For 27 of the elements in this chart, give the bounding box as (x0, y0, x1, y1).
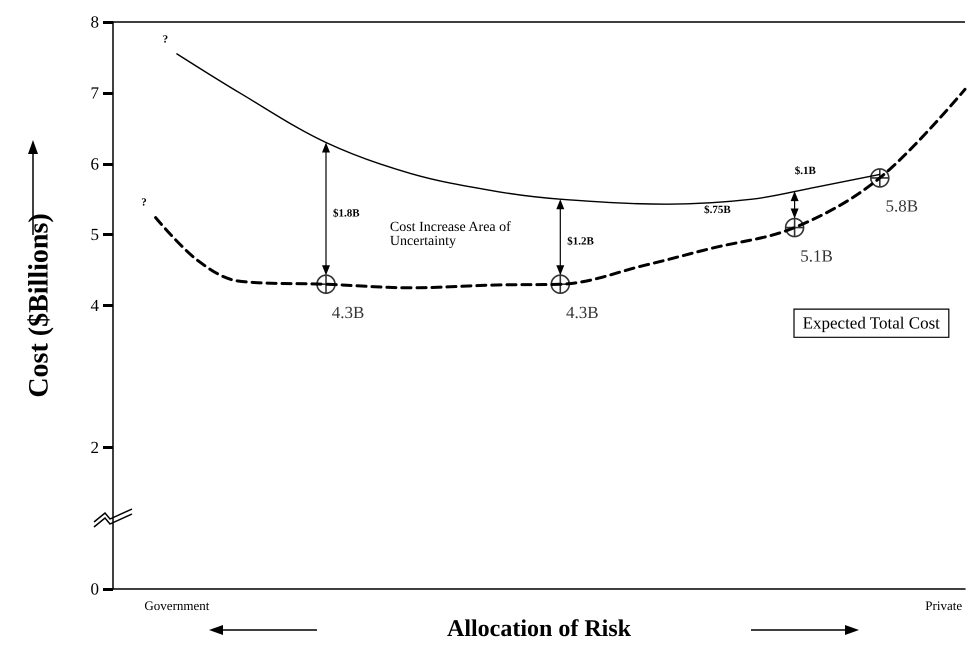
point (784, 218, 804, 238)
x-tick-label: Government (144, 598, 210, 613)
data-label: 5.1B (800, 246, 833, 266)
y-tick-label: 5 (90, 225, 99, 244)
y-tick-label: 0 (90, 580, 99, 598)
x-axis-title: Allocation of Risk (446, 616, 632, 642)
y-tick-label: 7 (90, 83, 100, 102)
annotation: $1.8B (333, 207, 360, 220)
annotation: ? (141, 196, 147, 209)
y-tick-label: 8 (90, 12, 99, 32)
x-tick-label: Private (925, 598, 962, 613)
annotation: Expected Total Cost (802, 314, 940, 333)
annotation: $1.2B (567, 236, 595, 248)
data-label: 4.3B (566, 303, 599, 322)
annotation: $.75B (704, 204, 732, 216)
y-tick-label: 6 (90, 154, 99, 174)
y-axis-title: Cost ($Billions) (24, 213, 54, 398)
data-label: 4.3B (332, 303, 364, 322)
point (550, 274, 570, 294)
point (870, 168, 890, 188)
annotation: $.1B (794, 164, 817, 177)
data-label: 5.8B (886, 196, 918, 216)
y-tick-label: 4 (90, 296, 100, 315)
annotation: ? (162, 34, 168, 46)
point (316, 274, 336, 294)
annotation: Cost Increase Area of Uncertainty (390, 220, 514, 250)
y-tick-label: 2 (90, 438, 99, 457)
